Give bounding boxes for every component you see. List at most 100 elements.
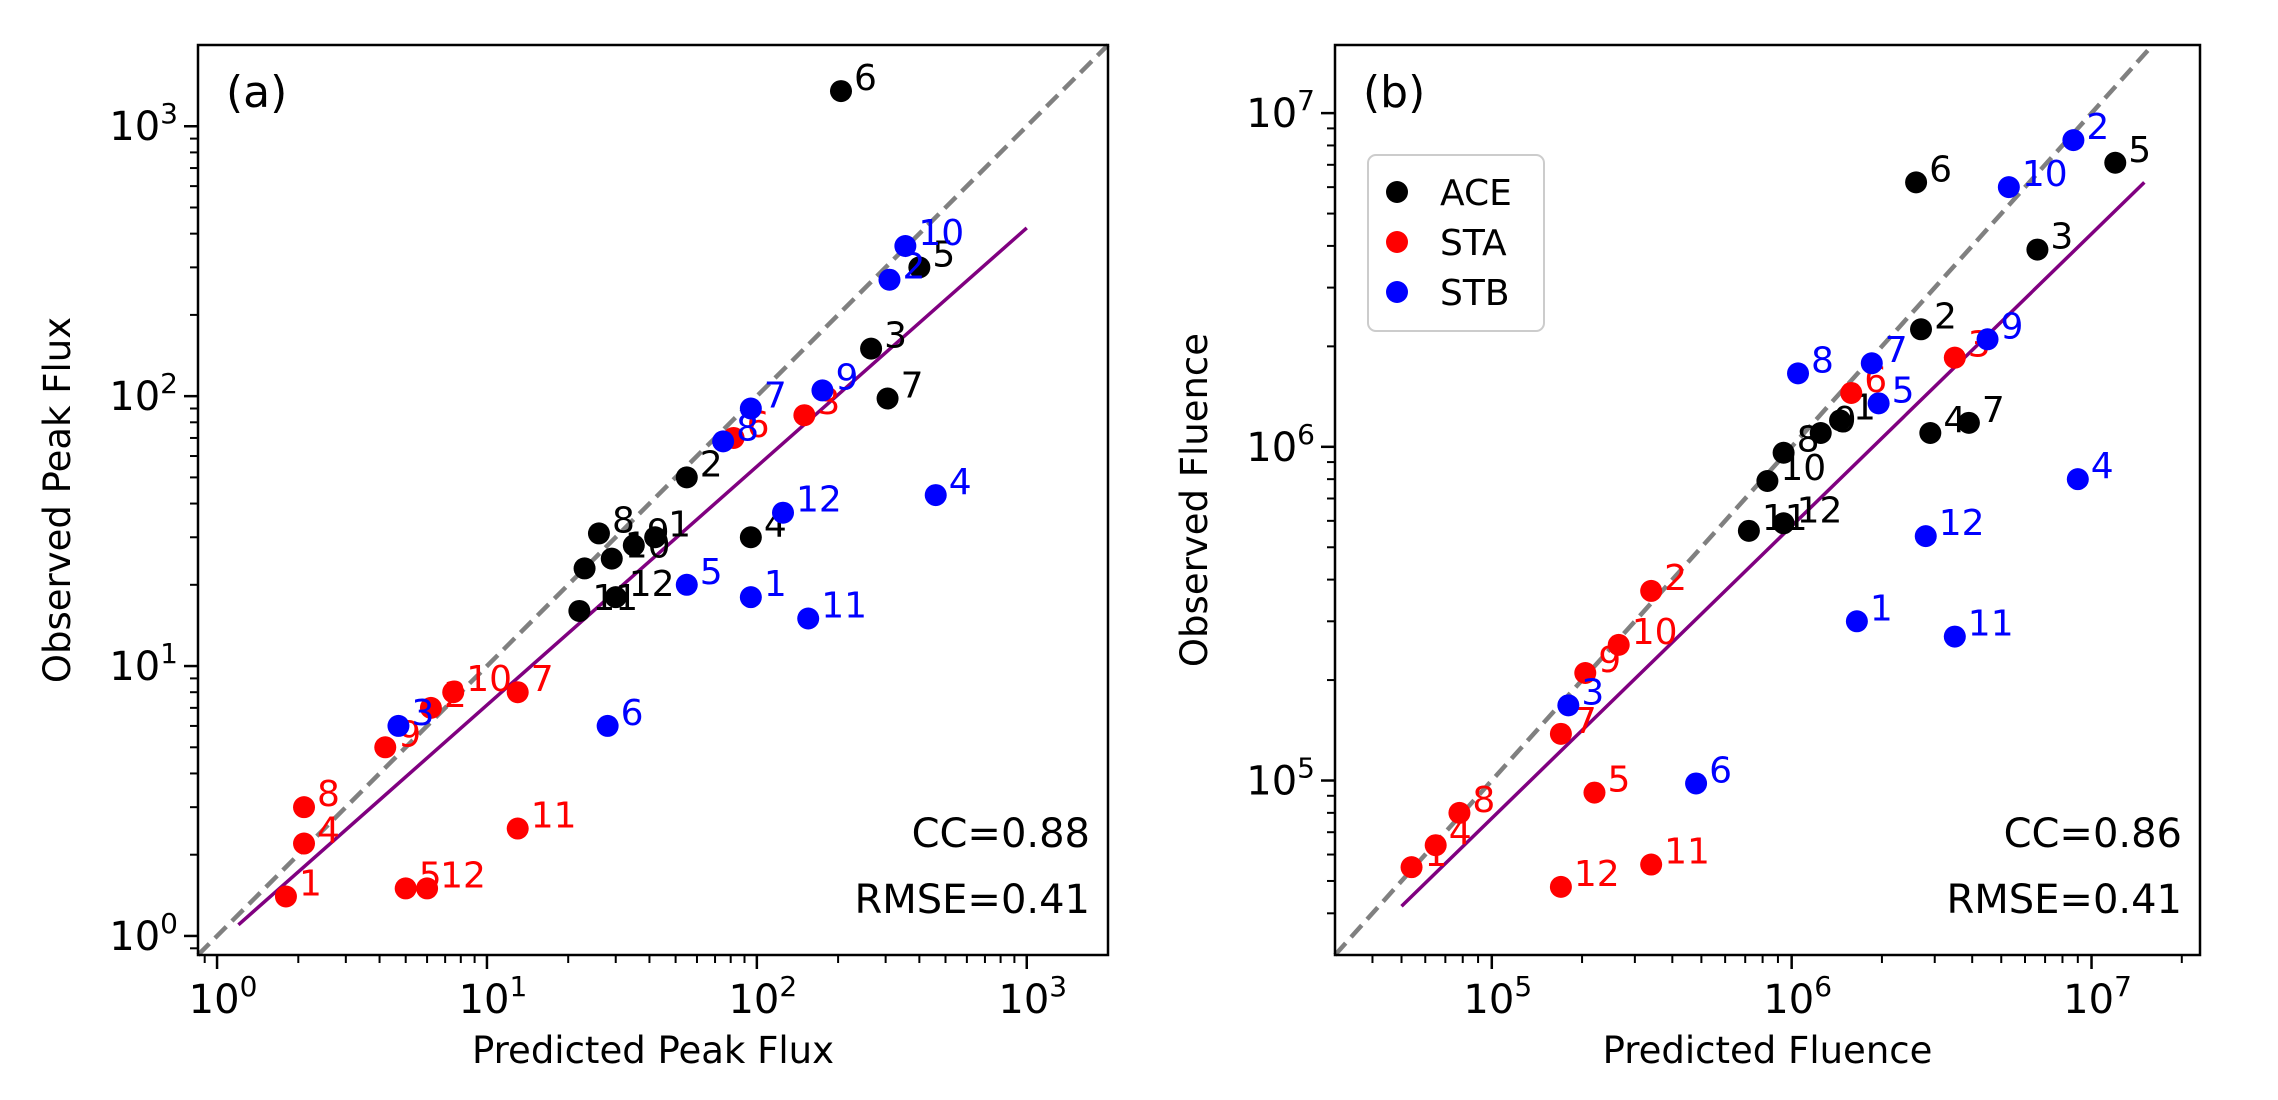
point-label: 11 [531, 796, 577, 837]
point-stb-6 [1685, 772, 1708, 795]
point-stb-1 [1845, 610, 1868, 633]
point-sta-11 [506, 817, 529, 840]
point-label: 2 [1934, 296, 1957, 337]
point-stb-1 [739, 586, 762, 609]
x-tick-label: 105 [1463, 970, 1532, 1023]
point-ace-11 [568, 599, 591, 622]
point-stb-10 [894, 235, 917, 258]
point-ace-7 [876, 387, 899, 410]
point-label: 3 [884, 316, 907, 357]
point-label: 8 [1472, 780, 1495, 821]
point-sta-11 [1640, 853, 1663, 876]
point-stb-8 [1787, 362, 1810, 385]
point-ace-6 [829, 80, 852, 103]
point-label: 12 [1939, 503, 1985, 544]
point-sta-8 [1448, 801, 1471, 824]
point-ace-7 [1957, 411, 1980, 434]
point-sta-5 [394, 877, 417, 900]
point-sta-7 [1549, 722, 1572, 745]
point-label: 8 [736, 408, 759, 449]
point-label: 6 [1709, 750, 1732, 791]
point-label: 4 [1943, 400, 1966, 441]
panel-a: 1234567891011121234567891011121234567891… [36, 43, 1110, 1072]
point-sta-12 [1549, 875, 1572, 898]
plot-frame [1333, 43, 2202, 957]
point-label: 7 [1885, 330, 1908, 371]
identity-line [1333, 43, 2155, 957]
point-ace-12 [1772, 512, 1795, 535]
point-ace-9 [1809, 422, 1832, 445]
panel-label: (a) [226, 67, 287, 118]
point-ace-8 [1772, 441, 1795, 464]
point-sta-1 [274, 885, 297, 908]
point-label: 8 [1811, 340, 1834, 381]
y-axis-label: Observed Fluence [1173, 333, 1216, 667]
point-label: 2 [1664, 558, 1687, 599]
point-label: 10 [2022, 154, 2068, 195]
x-tick-label: 106 [1763, 970, 1832, 1023]
point-ace-5 [908, 256, 931, 279]
plot-frame [196, 43, 1110, 957]
legend-label-ace: ACE [1440, 173, 1512, 214]
point-label: 11 [1968, 604, 2014, 645]
point-label: 7 [1574, 701, 1597, 742]
point-label: 3 [1581, 672, 1604, 713]
point-label: 1 [764, 564, 787, 605]
point-ace-2 [675, 466, 698, 489]
point-ace-1 [644, 526, 667, 549]
point-stb-3 [1557, 694, 1580, 717]
point-ace-4 [1919, 422, 1942, 445]
point-label: 5 [700, 552, 723, 593]
panel-label: (b) [1363, 67, 1425, 118]
legend-marker-sta [1386, 231, 1408, 253]
point-stb-12 [772, 501, 795, 524]
point-sta-2 [1640, 579, 1663, 602]
cc-stat: CC=0.86 [2004, 811, 2182, 857]
point-ace-6 [1905, 171, 1928, 194]
point-sta-10 [442, 681, 465, 704]
point-ace-10 [600, 547, 623, 570]
point-sta-6 [1840, 381, 1863, 404]
point-label: 9 [2001, 306, 2024, 347]
point-ace-8 [587, 522, 610, 545]
legend-label-stb: STB [1440, 273, 1510, 314]
point-stb-5 [1867, 392, 1890, 415]
legend-marker-ace [1386, 181, 1408, 203]
rmse-stat: RMSE=0.41 [1946, 877, 2182, 923]
point-ace-10 [1756, 469, 1779, 492]
point-label: 7 [531, 659, 554, 700]
point-label: 2 [700, 444, 723, 485]
point-label: 10 [466, 659, 512, 700]
point-label: 4 [317, 811, 340, 852]
point-stb-4 [924, 484, 947, 507]
y-axis-label: Observed Peak Flux [36, 317, 79, 683]
point-stb-9 [1976, 328, 1999, 351]
point-stb-7 [1860, 352, 1883, 375]
point-ace-5 [2104, 151, 2127, 174]
y-tick-label: 106 [1246, 418, 1315, 471]
point-ace-3 [860, 337, 883, 360]
point-label: 5 [1892, 370, 1915, 411]
point-label: 5 [2128, 130, 2151, 171]
point-sta-4 [1424, 834, 1447, 857]
point-label: 5 [932, 234, 955, 275]
y-tick-label: 102 [109, 367, 178, 420]
legend: ACE STA STB [1367, 154, 1545, 332]
y-tick-label: 101 [109, 637, 178, 690]
point-sta-9 [1574, 661, 1597, 684]
point-label: 8 [612, 500, 635, 541]
y-tick-label: 100 [109, 907, 178, 960]
point-label: 6 [854, 58, 877, 99]
rmse-stat: RMSE=0.41 [854, 877, 1090, 923]
fit-line [237, 226, 1028, 927]
point-label: 7 [1982, 390, 2005, 431]
legend-label-sta: STA [1440, 223, 1507, 264]
point-label: 11 [1664, 832, 1710, 873]
point-label: 8 [317, 774, 340, 815]
point-label: 4 [949, 462, 972, 503]
point-stb-12 [1914, 525, 1937, 548]
point-label: 10 [1780, 448, 1826, 489]
point-label: 11 [821, 586, 867, 627]
point-stb-9 [811, 379, 834, 402]
